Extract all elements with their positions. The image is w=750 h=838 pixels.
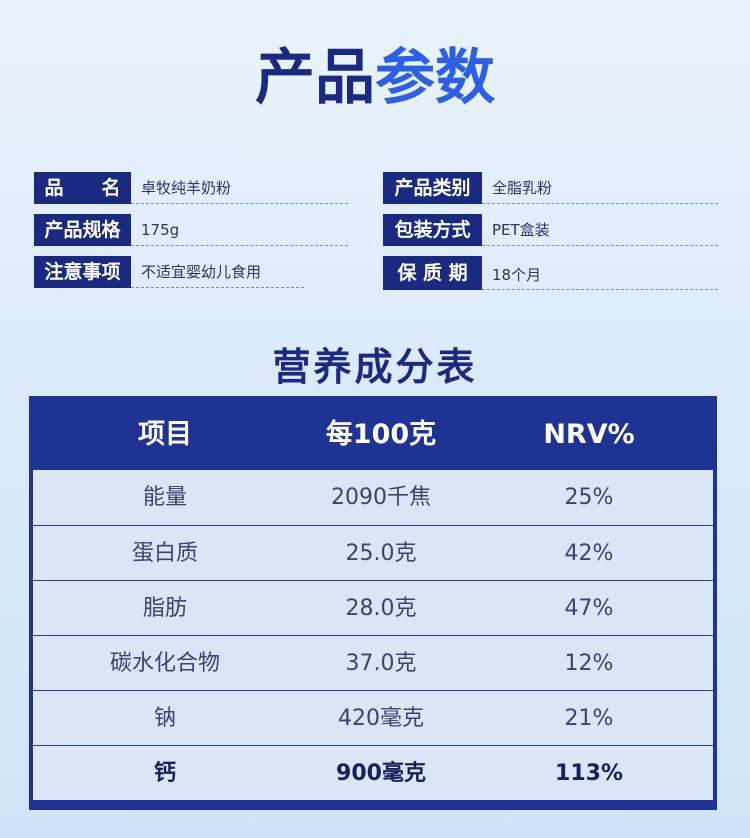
cell-amount: 420毫克 xyxy=(338,706,424,731)
cell-nrv: 42% xyxy=(564,541,614,566)
spec-notes: 注意事项 不适宜婴幼儿食用 xyxy=(34,256,304,288)
spec-size: 产品规格 175g xyxy=(34,214,348,246)
spec-value: 全脂乳粉 xyxy=(482,172,718,204)
nutrition-table: 项目 每100克 NRV% 能量 2090千焦 25% 蛋白质 25.0克 42… xyxy=(29,396,717,810)
spec-value: 18个月 xyxy=(482,256,718,290)
table-body: 能量 2090千焦 25% 蛋白质 25.0克 42% 脂肪 28.0克 47%… xyxy=(33,470,713,800)
cell-amount: 900毫克 xyxy=(336,761,426,786)
spec-label: 品 名 xyxy=(34,172,131,204)
spec-label: 产品类别 xyxy=(383,172,482,204)
table-row: 钠 420毫克 21% xyxy=(33,690,713,745)
table-row: 脂肪 28.0克 47% xyxy=(33,580,713,635)
table-row: 蛋白质 25.0克 42% xyxy=(33,525,713,580)
title-part-2: 参数 xyxy=(375,43,495,113)
cell-amount: 2090千焦 xyxy=(331,485,431,510)
cell-item: 碳水化合物 xyxy=(109,651,220,676)
spec-value: 不适宜婴幼儿食用 xyxy=(131,256,304,288)
cell-nrv: 113% xyxy=(555,761,623,786)
cell-amount: 37.0克 xyxy=(345,651,417,676)
table-header: 项目 每100克 NRV% xyxy=(33,396,713,470)
cell-amount: 25.0克 xyxy=(345,541,417,566)
header-item: 项目 xyxy=(138,419,192,450)
spec-value: 卓牧纯羊奶粉 xyxy=(131,172,348,204)
spec-shelf-life: 保 质 期 18个月 xyxy=(383,256,718,290)
spec-value: PET盒装 xyxy=(482,214,718,246)
cell-item: 钠 xyxy=(153,706,176,731)
cell-amount: 28.0克 xyxy=(345,596,417,621)
table-row: 钙 900毫克 113% xyxy=(33,745,713,800)
header-per-100g: 每100克 xyxy=(325,419,437,450)
spec-label: 包装方式 xyxy=(383,214,482,246)
cell-nrv: 25% xyxy=(564,485,614,510)
cell-item: 脂肪 xyxy=(142,596,187,621)
spec-value: 175g xyxy=(131,214,348,246)
spec-label: 保 质 期 xyxy=(383,256,482,290)
title-part-1: 产品 xyxy=(255,43,375,113)
spec-label: 产品规格 xyxy=(34,214,131,246)
spec-name: 品 名 卓牧纯羊奶粉 xyxy=(34,172,348,204)
cell-nrv: 21% xyxy=(564,706,614,731)
table-row: 碳水化合物 37.0克 12% xyxy=(33,635,713,690)
cell-nrv: 47% xyxy=(564,596,614,621)
table-row: 能量 2090千焦 25% xyxy=(33,470,713,525)
spec-label: 注意事项 xyxy=(34,256,131,288)
spec-category: 产品类别 全脂乳粉 xyxy=(383,172,718,204)
header-nrv: NRV% xyxy=(543,419,635,450)
cell-nrv: 12% xyxy=(564,651,614,676)
spec-packaging: 包装方式 PET盒装 xyxy=(383,214,718,246)
nutrition-title: 营养成分表 xyxy=(272,345,478,389)
page-title: 产品参数 xyxy=(0,38,750,118)
cell-item: 钙 xyxy=(153,761,176,786)
cell-item: 蛋白质 xyxy=(131,541,198,566)
cell-item: 能量 xyxy=(142,485,187,510)
